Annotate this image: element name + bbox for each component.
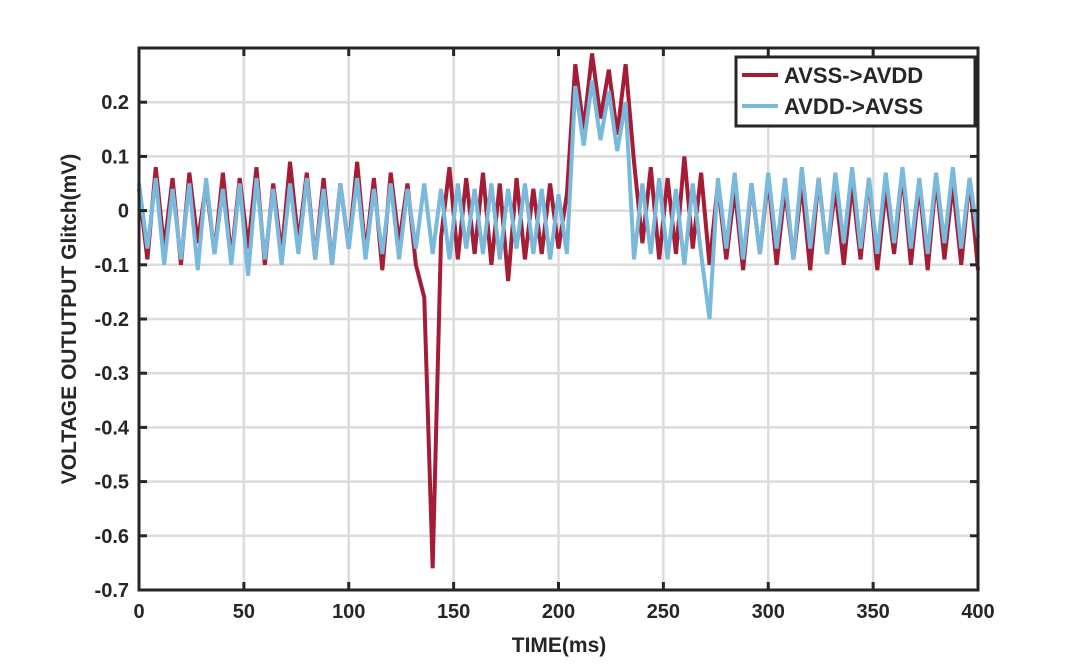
y-tick-label: 0.1 (101, 146, 129, 168)
x-tick-label: 150 (437, 601, 470, 623)
y-tick-label: -0.4 (95, 417, 130, 439)
x-tick-label: 200 (542, 601, 575, 623)
y-tick-label: -0.3 (95, 363, 129, 385)
legend-box (734, 55, 977, 128)
y-tick-label: -0.6 (95, 526, 129, 548)
legend-label-avss-avdd: AVSS->AVDD (784, 63, 923, 88)
y-tick-label: -0.2 (95, 309, 129, 331)
series-lines (137, 53, 980, 569)
legend-label-avdd-avss: AVDD->AVSS (784, 94, 923, 119)
y-axis-label: VOLTAGE OUTUTPUT Glitch(mV) (58, 154, 81, 485)
x-tick-label: 100 (332, 601, 365, 623)
x-tick-label: 350 (856, 601, 889, 623)
series-line-avdd-avss (137, 80, 980, 320)
grid (137, 48, 980, 592)
y-tick-label: 0 (118, 201, 129, 223)
y-tick-label: -0.1 (95, 255, 129, 277)
x-tick-label: 300 (752, 601, 785, 623)
axes: 0 50 100 150 200 250 300 350 400 -0.7 -0.6 -0.5 -0.4… (95, 46, 995, 623)
y-tick-label: -0.5 (95, 472, 129, 494)
x-axis-label: TIME(ms) (512, 634, 607, 657)
x-tick-label: 50 (233, 601, 255, 623)
y-tick-label: 0.2 (101, 92, 129, 114)
x-tick-label: 250 (647, 601, 680, 623)
x-tick-label: 400 (961, 601, 994, 623)
plot-frame (137, 46, 980, 592)
legend: AVSS->AVDD AVDD->AVSS (734, 55, 977, 128)
y-tick-label: -0.7 (95, 580, 129, 602)
x-tick-label: 0 (133, 601, 144, 623)
